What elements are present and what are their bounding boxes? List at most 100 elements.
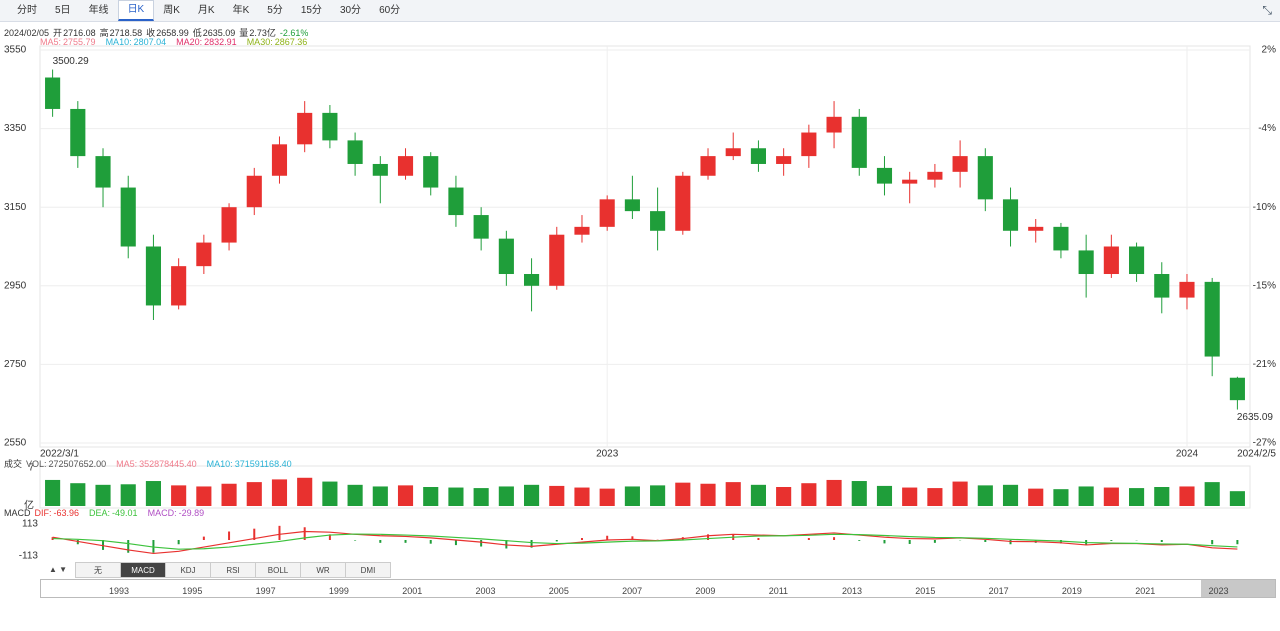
volume-bar: [1053, 489, 1069, 506]
navigator-year: 1995: [182, 586, 203, 596]
candle-body: [1002, 199, 1019, 231]
volume-bar: [801, 483, 817, 506]
navigator-window[interactable]: [1201, 580, 1275, 597]
indicator-tab[interactable]: BOLL: [255, 562, 301, 578]
navigator-year: 2009: [695, 586, 716, 596]
volume-bar: [145, 481, 161, 506]
macd-bar: [606, 535, 609, 540]
period-tab[interactable]: 5日: [55, 5, 71, 16]
volume-bar: [1002, 484, 1019, 506]
macd-bar: [1236, 540, 1239, 545]
candle-body: [171, 266, 187, 306]
volume-bar: [1154, 487, 1170, 506]
candle-body: [801, 132, 817, 157]
quote-info: 2024/02/05 开2716.08 高2718.58 收2658.99 低2635.…: [4, 26, 312, 39]
candle-body: [675, 175, 691, 231]
candle-body: [221, 207, 237, 243]
price-panel: [39, 45, 1251, 448]
legend-value: 2832.91: [204, 37, 237, 47]
volume-bar: [574, 487, 590, 506]
indicator-tab[interactable]: KDJ: [165, 562, 211, 578]
legend-value: -63.96: [53, 508, 80, 518]
candle-body: [397, 156, 414, 176]
period-tab[interactable]: 15分: [300, 5, 322, 16]
legend-value: 272507652.00: [48, 459, 107, 469]
quote-label: 高: [99, 28, 109, 38]
volume-bar: [549, 485, 565, 506]
candle-body: [776, 156, 792, 164]
macd-bar: [858, 540, 861, 541]
period-tab[interactable]: 年K: [232, 5, 250, 16]
y-tick-label: 3150: [4, 202, 27, 213]
candle-body: [473, 215, 489, 239]
period-tab[interactable]: 周K: [163, 5, 180, 16]
quote-label: 量: [239, 28, 249, 38]
right-axis-label: -10%: [1253, 202, 1276, 213]
fullscreen-icon[interactable]: ⤡: [1262, 3, 1272, 17]
candle-body: [952, 156, 968, 172]
volume-bar: [725, 482, 741, 506]
candle-body: [498, 238, 514, 275]
indicator-tab[interactable]: 无: [75, 562, 121, 578]
candle-body: [45, 77, 61, 109]
candle-body: [246, 175, 262, 208]
volume-bar: [322, 481, 338, 506]
volume-bar: [372, 486, 388, 506]
legend-label: MA5:: [40, 37, 62, 47]
period-tab[interactable]: 5分: [267, 5, 283, 16]
volume-bar: [675, 482, 691, 506]
period-tab[interactable]: 60分: [379, 5, 401, 16]
navigator-year: 2011: [768, 586, 789, 596]
volume-bar: [776, 487, 792, 506]
volume-bar: [524, 484, 540, 506]
quote-label: 开: [53, 28, 63, 38]
volume-bar: [851, 481, 867, 506]
volume-bar: [700, 483, 716, 506]
volume-title: 成交: [4, 459, 23, 469]
volume-bar: [120, 484, 136, 506]
indicator-tab[interactable]: WR: [300, 562, 346, 578]
navigator: 1993 1995 1997 1999 2001 2003 2005 2007 2009 2011…: [40, 579, 1276, 598]
candle-body: [70, 108, 86, 157]
macd-bar: [76, 540, 79, 545]
arrows[interactable]: ▲ ▼: [48, 565, 68, 574]
price-annotation: 3500.29: [53, 56, 90, 67]
period-tab[interactable]: 月K: [197, 5, 215, 16]
volume-bar: [397, 485, 414, 506]
candle-body: [599, 199, 615, 227]
volume-bar: [977, 485, 993, 506]
macd-bar: [933, 540, 936, 543]
volume-bar: [952, 481, 968, 506]
quote-value: 2.73亿: [249, 28, 276, 38]
macd-bar: [631, 536, 634, 540]
macd-dea-line: [52, 533, 1238, 550]
period-tab[interactable]: 年线: [88, 5, 109, 16]
right-axis-label: -15%: [1253, 280, 1276, 291]
macd-legend: MACD DIF: -63.96 DEA: -49.01 MACD: -29.89: [4, 508, 214, 518]
volume-bar: [1229, 491, 1245, 506]
candle-body: [700, 156, 716, 176]
macd-bar: [580, 538, 583, 540]
volume-bar: [1204, 482, 1220, 506]
indicator-tab[interactable]: DMI: [345, 562, 391, 578]
volume-bar: [650, 485, 666, 506]
legend-label: MA10:: [105, 37, 132, 47]
quote-value: 2658.99: [156, 28, 189, 38]
volume-bar: [1028, 488, 1044, 506]
candle-body: [448, 187, 464, 216]
x-tick-label: 2024: [1176, 449, 1199, 460]
indicator-tab[interactable]: MACD: [120, 562, 166, 578]
macd-bar: [1211, 540, 1214, 545]
macd-bar: [480, 540, 483, 547]
legend-label: DEA:: [89, 508, 111, 518]
volume-unit: 亿: [24, 499, 34, 512]
indicator-tab[interactable]: RSI: [210, 562, 256, 578]
period-toolbar: 分时 5日 年线 日K 周K 月K 年K 5分 15分 30分 60分: [0, 0, 1280, 22]
macd-bar: [833, 537, 836, 540]
period-tab[interactable]: 分时: [17, 5, 37, 16]
candle-body: [347, 140, 363, 164]
period-tab[interactable]: 30分: [339, 5, 362, 16]
macd-bar: [404, 540, 407, 543]
period-tab[interactable]: 日K: [117, 0, 155, 21]
